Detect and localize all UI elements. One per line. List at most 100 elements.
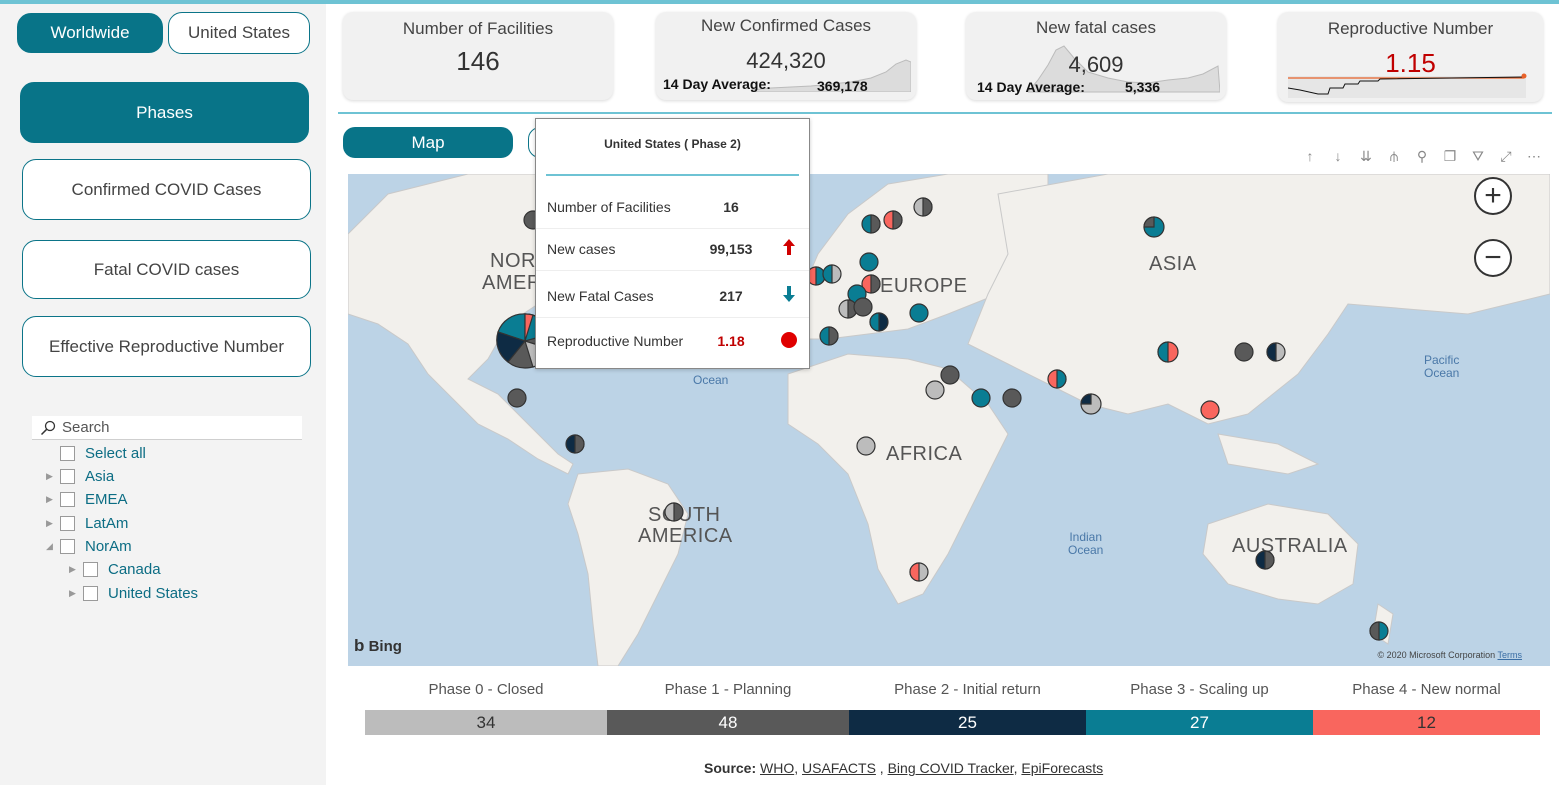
- tooltip-title: United States ( Phase 2): [604, 137, 741, 151]
- kpi-title: Number of Facilities: [402, 19, 554, 38]
- reproductive-number-nav-button[interactable]: Effective Reproductive Number: [22, 316, 311, 377]
- more-options-icon[interactable]: ⋯: [1527, 148, 1541, 164]
- copy-icon[interactable]: ❐: [1443, 148, 1457, 164]
- phase-bar-1[interactable]: 48: [607, 710, 849, 735]
- arrow-up-icon: [779, 238, 799, 259]
- tooltip-label: Reproductive Number: [547, 333, 684, 349]
- next-level-icon[interactable]: ⇊: [1360, 148, 1372, 164]
- phase-bar-0[interactable]: 34: [365, 710, 607, 735]
- checkbox[interactable]: [83, 561, 98, 577]
- fatal-cases-nav-button[interactable]: Fatal COVID cases: [22, 240, 311, 299]
- checkbox[interactable]: [60, 538, 75, 554]
- top-accent-line: [0, 0, 1559, 4]
- kpi-card-fatal: New fatal cases 4,609 14 Day Average: 5,…: [966, 12, 1226, 100]
- tooltip-row: New cases 99,153: [536, 227, 809, 271]
- slicer-label: NorAm: [85, 537, 132, 555]
- slicer-item-asia[interactable]: ▶ Asia: [46, 465, 114, 487]
- expand-icon[interactable]: ▶: [46, 493, 53, 504]
- repro-sparkline: [1288, 73, 1527, 98]
- kpi-value: 146: [456, 46, 500, 76]
- phases-nav-button[interactable]: Phases: [20, 82, 309, 143]
- world-map[interactable]: NOR AMER EUROPE ASIA AFRICA SOUTH AMERIC…: [348, 174, 1550, 666]
- slicer-label: LatAm: [85, 514, 129, 532]
- filter-icon[interactable]: ⛛: [1472, 148, 1484, 164]
- map-label-europe: EUROPE: [880, 275, 968, 297]
- slicer-item-latam[interactable]: ▶ LatAm: [46, 512, 128, 534]
- worldwide-tab[interactable]: Worldwide: [17, 13, 163, 53]
- checkbox[interactable]: [60, 445, 75, 461]
- fatal-sparkline: [1028, 45, 1220, 93]
- collapse-icon[interactable]: ◢: [46, 540, 53, 551]
- kpi-card-confirmed: New Confirmed Cases 424,320 14 Day Avera…: [656, 12, 916, 100]
- phase-label: Phase 0 - Closed: [428, 681, 544, 698]
- bing-logo: b Bing: [354, 636, 402, 655]
- focus-mode-icon[interactable]: ⤢: [1500, 148, 1512, 164]
- map-tab[interactable]: Map: [343, 127, 513, 158]
- slicer-item-canada[interactable]: ▶ Canada: [69, 558, 161, 580]
- slicer-label: United States: [108, 584, 199, 602]
- expand-hierarchy-icon[interactable]: ⫛: [1389, 148, 1399, 164]
- search-placeholder: Search: [62, 419, 110, 436]
- kpi-avg-label: 14 Day Average:: [663, 76, 771, 92]
- search-icon: [40, 420, 56, 435]
- kpi-avg-value: 369,178: [817, 78, 868, 94]
- checkbox[interactable]: [60, 468, 75, 484]
- zoom-in-button[interactable]: +: [1474, 177, 1512, 215]
- tooltip-divider: [546, 174, 799, 176]
- tooltip-value: 217: [719, 287, 743, 304]
- drill-up-icon[interactable]: ↑: [1306, 148, 1314, 164]
- slicer-label: Canada: [108, 560, 161, 578]
- pin-icon[interactable]: ⚲: [1416, 148, 1428, 164]
- source-link-who[interactable]: WHO: [760, 760, 795, 776]
- tooltip-label: New Fatal Cases: [547, 287, 654, 304]
- confirmed-cases-nav-button[interactable]: Confirmed COVID Cases: [22, 159, 311, 220]
- kpi-title: New fatal cases: [1036, 18, 1156, 37]
- ocean-label-atlantic: Ocean: [693, 373, 729, 387]
- left-panel: Worldwide United States Phases Confirmed…: [0, 4, 326, 785]
- slicer-select-all[interactable]: Select all: [46, 442, 146, 464]
- slicer-label: Select all: [85, 444, 146, 462]
- slicer-label: EMEA: [85, 490, 128, 508]
- header-separator: [338, 112, 1552, 114]
- phase-bar-4[interactable]: 12: [1313, 710, 1540, 735]
- phase-label: Phase 4 - New normal: [1352, 681, 1501, 698]
- map-label-north-america: NOR: [490, 250, 536, 272]
- tooltip-row: New Fatal Cases 217: [536, 274, 809, 318]
- slicer-item-emea[interactable]: ▶ EMEA: [46, 488, 128, 510]
- kpi-card-repro: Reproductive Number 1.15: [1278, 12, 1543, 102]
- checkbox[interactable]: [60, 515, 75, 531]
- map-label-asia: ASIA: [1149, 253, 1197, 275]
- drill-down-icon[interactable]: ↓: [1334, 148, 1342, 164]
- expand-icon[interactable]: ▶: [46, 517, 53, 528]
- united-states-tab[interactable]: United States: [168, 12, 310, 54]
- source-link-bing[interactable]: Bing COVID Tracker: [887, 760, 1014, 776]
- slicer-label: Asia: [85, 467, 115, 485]
- ocean-label-pacific: Pacific Ocean: [1424, 353, 1460, 380]
- kpi-avg-label: 14 Day Average:: [977, 79, 1085, 95]
- terms-link[interactable]: Terms: [1497, 650, 1523, 660]
- expand-icon[interactable]: ▶: [69, 587, 76, 598]
- tooltip-value: 99,153: [709, 240, 753, 257]
- slicer-item-noram[interactable]: ◢ NorAm: [46, 535, 132, 557]
- facility-markers: [496, 197, 1389, 641]
- expand-icon[interactable]: ▶: [46, 470, 53, 481]
- kpi-avg-value: 5,336: [1125, 79, 1161, 95]
- checkbox[interactable]: [60, 491, 75, 507]
- slicer-item-united-states[interactable]: ▶ United States: [69, 582, 198, 604]
- phase-bar-3[interactable]: 27: [1086, 710, 1313, 735]
- source-link-epiforecasts[interactable]: EpiForecasts: [1021, 760, 1104, 776]
- expand-icon[interactable]: ▶: [69, 563, 76, 574]
- source-link-usafacts[interactable]: USAFACTS: [802, 760, 876, 776]
- zoom-out-button[interactable]: −: [1474, 239, 1512, 277]
- checkbox[interactable]: [83, 585, 98, 601]
- slicer-search-input[interactable]: Search: [32, 416, 302, 440]
- visual-toolbar: ↑ ↓ ⇊ ⫛ ⚲ ❐ ⛛ ⤢ ⋯: [1300, 148, 1544, 165]
- phase-bar-2[interactable]: 25: [849, 710, 1086, 735]
- tooltip-label: Number of Facilities: [547, 198, 671, 215]
- source-label: Source:: [704, 760, 757, 776]
- map-tooltip: United States ( Phase 2) Number of Facil…: [535, 118, 810, 369]
- tooltip-row: Number of Facilities 16: [536, 185, 809, 229]
- phase-label: Phase 2 - Initial return: [894, 681, 1041, 698]
- arrow-down-icon: [779, 285, 799, 306]
- map-label-africa: AFRICA: [886, 443, 963, 465]
